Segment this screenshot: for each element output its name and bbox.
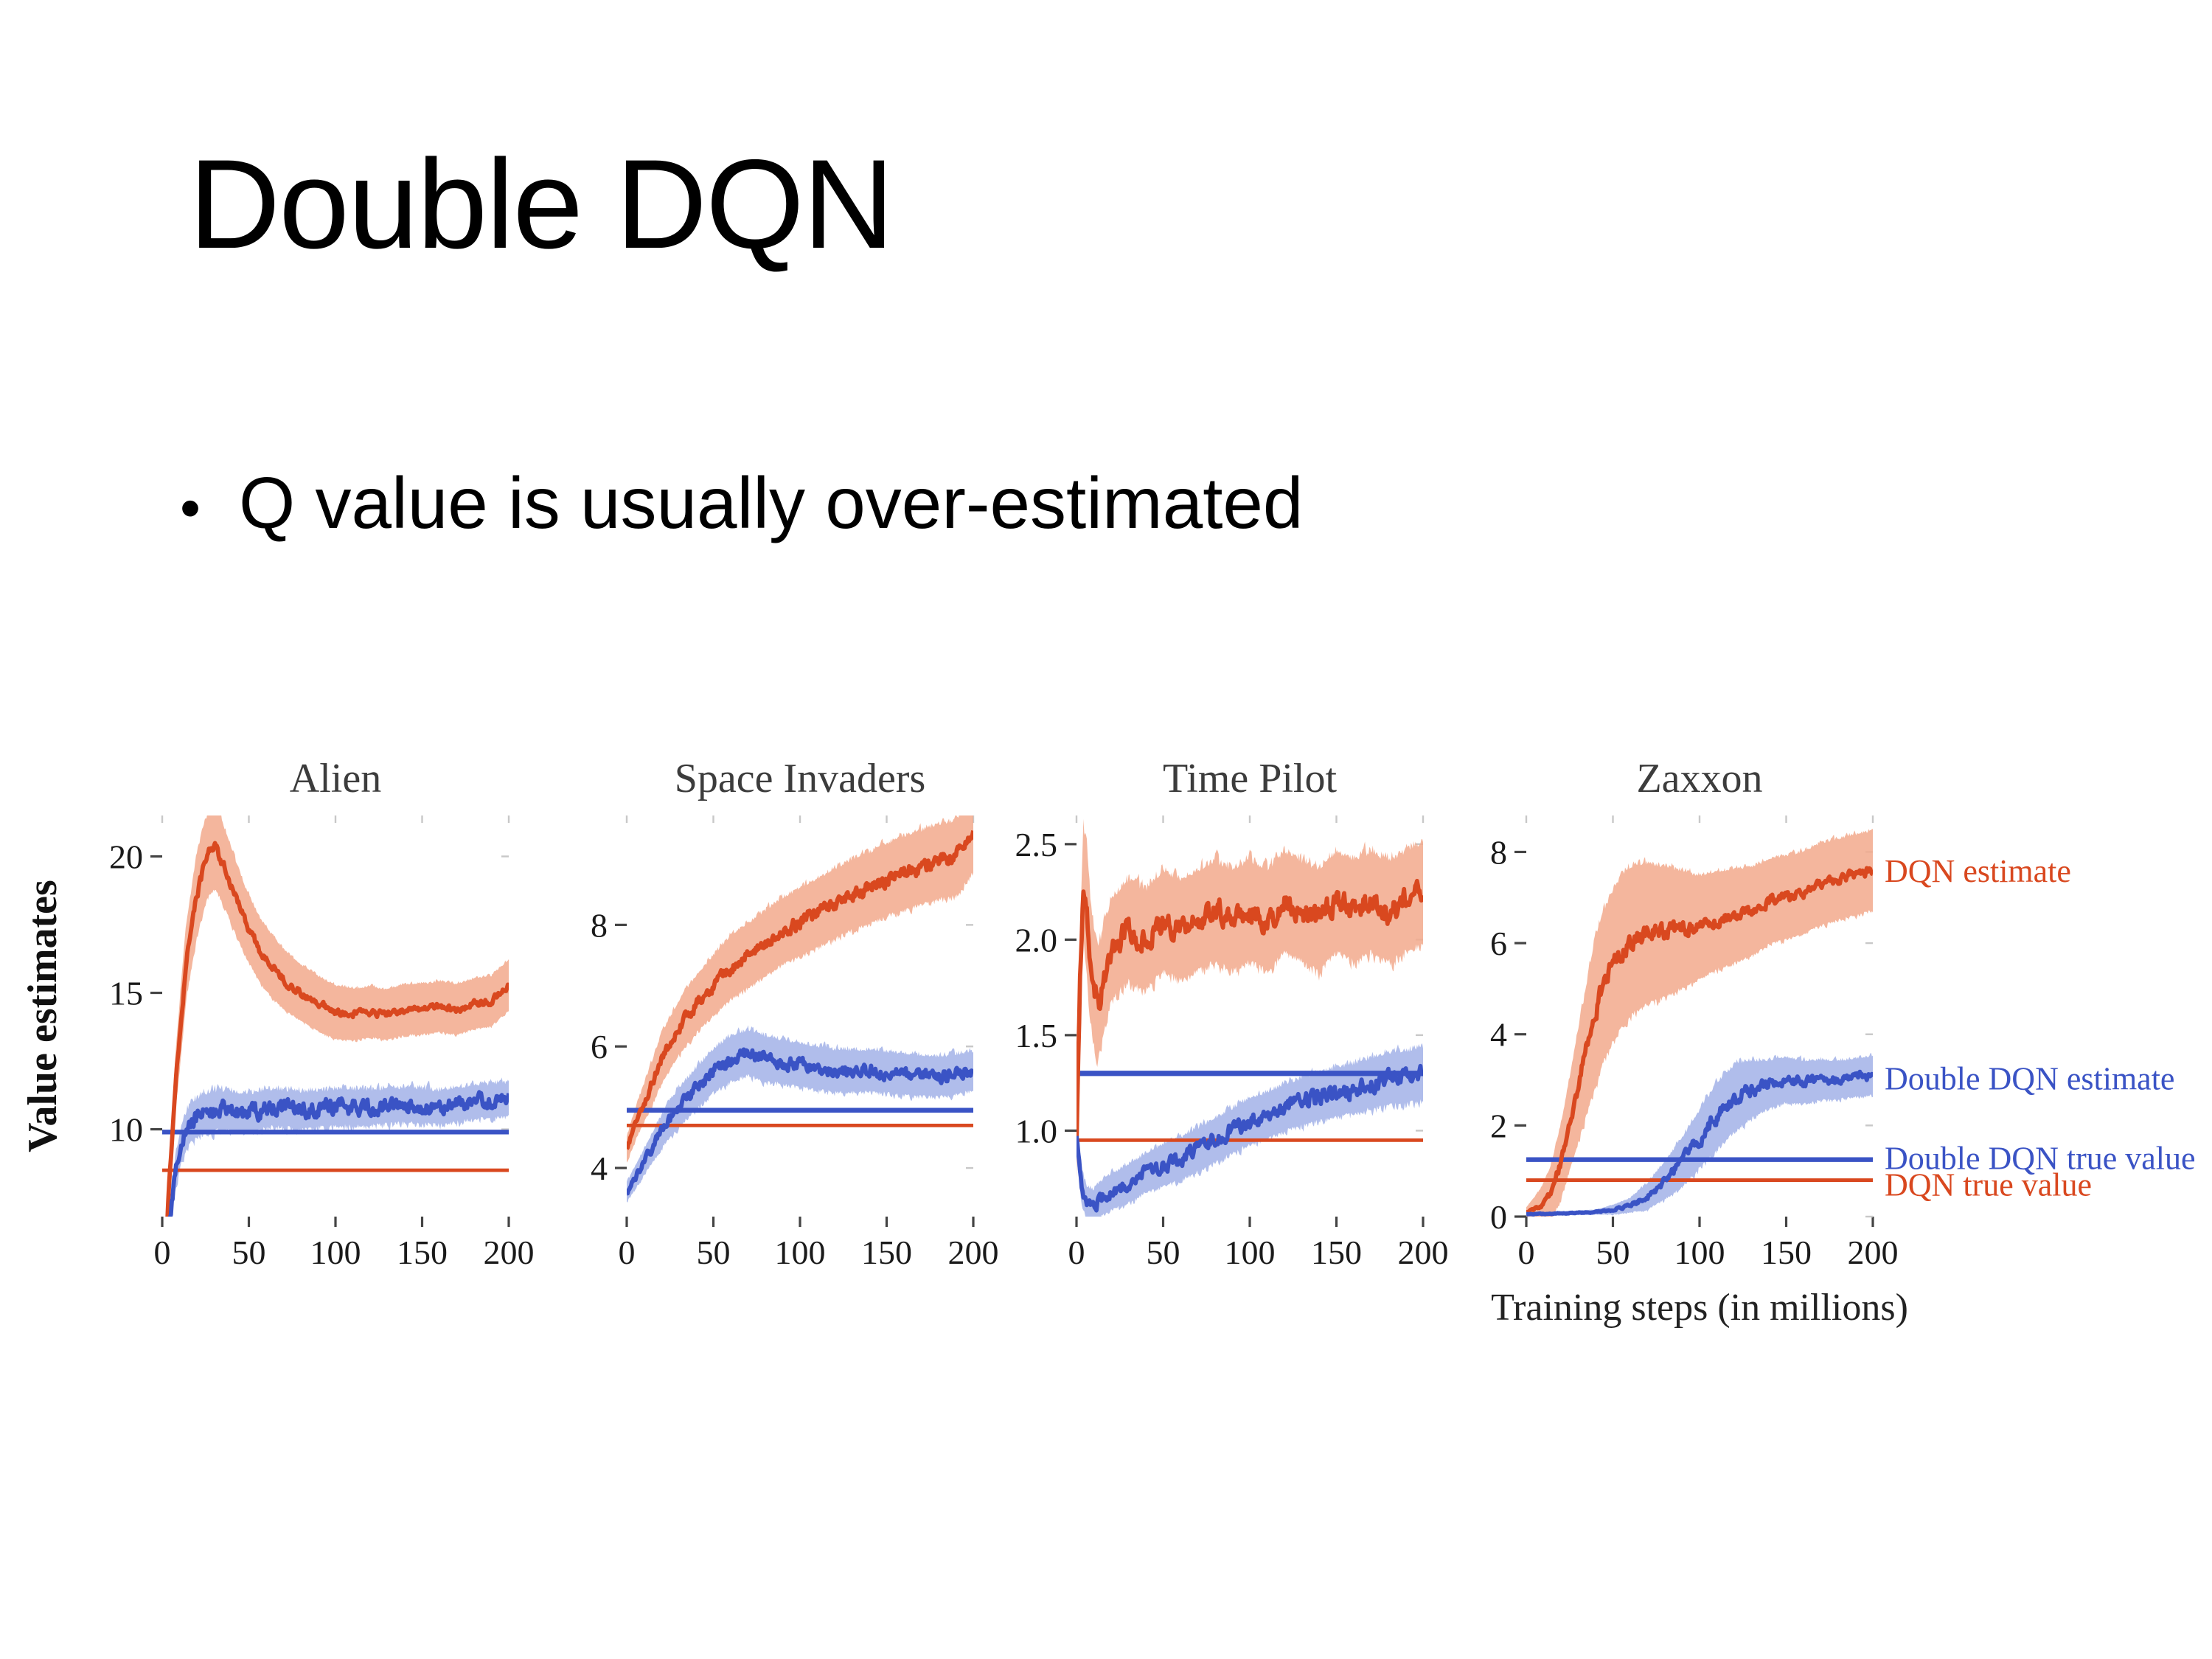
page-title: Double DQN — [189, 134, 894, 276]
bullet-marker: • — [180, 476, 201, 541]
x-tick-label: 0 — [619, 1234, 636, 1271]
x-tick-label: 100 — [310, 1234, 361, 1271]
x-tick-label: 150 — [1311, 1234, 1362, 1271]
bullet-text: Q value is usually over-estimated — [239, 465, 1304, 544]
subplot-space-invaders: Space Invaders 0 50 100 150 200 4 6 8 — [591, 756, 999, 1271]
y-tick-label: 20 — [109, 838, 143, 876]
y-tick-label: 8 — [1490, 833, 1507, 871]
x-tick-label: 50 — [232, 1234, 266, 1271]
x-tick-label: 200 — [1848, 1234, 1899, 1271]
x-tick-label: 0 — [1518, 1234, 1535, 1271]
subplot-time-pilot: Time Pilot 0 50 100 150 200 1.0 1.5 2.0 2.5 — [1015, 756, 1449, 1271]
dqn-estimate-line — [1526, 866, 1873, 1214]
dqn-estimate-line — [1077, 878, 1423, 1149]
dqn-estimate-band — [166, 815, 509, 1217]
x-tick-label: 50 — [697, 1234, 731, 1271]
x-tick-label: 150 — [397, 1234, 448, 1271]
y-tick-label: 8 — [591, 906, 608, 944]
x-tick-label: 200 — [484, 1234, 535, 1271]
y-tick-label: 2 — [1490, 1107, 1507, 1144]
y-tick-label: 1.5 — [1015, 1017, 1058, 1054]
double-dqn-estimate-line — [167, 1090, 509, 1217]
y-tick-label: 10 — [109, 1111, 143, 1149]
y-tick-label: 2.0 — [1015, 921, 1058, 959]
legend-label-dqn-true-value: DQN true value — [1885, 1166, 2092, 1203]
dqn-estimate-band — [1077, 818, 1423, 1180]
y-tick-label: 6 — [1490, 925, 1507, 962]
legend-label-dqn-estimate: DQN estimate — [1885, 853, 2071, 889]
subplot-title: Time Pilot — [1163, 756, 1337, 801]
y-tick-label: 15 — [109, 975, 143, 1012]
x-tick-label: 50 — [1147, 1234, 1180, 1271]
dqn-estimate-band — [1526, 829, 1873, 1217]
xaxis-label: Training steps (in millions) — [1491, 1287, 1908, 1329]
x-tick-label: 200 — [1398, 1234, 1449, 1271]
double-dqn-estimate-line — [1526, 1069, 1873, 1217]
y-tick-label: 1.0 — [1015, 1112, 1058, 1150]
x-tick-label: 150 — [861, 1234, 912, 1271]
x-tick-label: 100 — [1225, 1234, 1276, 1271]
x-tick-label: 150 — [1761, 1234, 1812, 1271]
x-tick-label: 100 — [1674, 1234, 1725, 1271]
dqn-estimate-band — [627, 815, 973, 1163]
x-tick-label: 50 — [1596, 1234, 1630, 1271]
subplot-alien: Alien 0 50 100 150 200 10 15 20 — [109, 756, 535, 1271]
y-tick-label: 4 — [591, 1150, 608, 1187]
double-dqn-estimate-line — [1077, 1063, 1423, 1213]
x-tick-label: 0 — [154, 1234, 171, 1271]
subplot-title: Space Invaders — [675, 756, 926, 801]
dqn-estimate-line — [165, 841, 509, 1217]
x-tick-label: 0 — [1068, 1234, 1085, 1271]
subplot-zaxxon: Zaxxon 0 50 100 150 200 0 2 4 6 8 — [1490, 756, 1899, 1271]
double-dqn-estimate-band — [1526, 1053, 1873, 1217]
y-tick-label: 2.5 — [1015, 826, 1058, 863]
legend-label-double-dqn-true-value: Double DQN true value — [1885, 1141, 2196, 1177]
double-dqn-estimate-line — [627, 1047, 973, 1196]
legend-label-double-dqn-estimate: Double DQN estimate — [1885, 1060, 2174, 1096]
y-tick-label: 0 — [1490, 1198, 1507, 1236]
subplot-title: Alien — [290, 756, 381, 801]
y-tick-label: 4 — [1490, 1016, 1507, 1054]
subplot-title: Zaxxon — [1636, 756, 1762, 801]
x-tick-label: 100 — [775, 1234, 826, 1271]
bullet-item: • Q value is usually over-estimated — [180, 463, 1303, 546]
yaxis-label: Value estimates — [20, 880, 66, 1152]
dqn-estimate-line — [627, 830, 973, 1150]
x-tick-label: 200 — [948, 1234, 999, 1271]
y-tick-label: 6 — [591, 1028, 608, 1065]
